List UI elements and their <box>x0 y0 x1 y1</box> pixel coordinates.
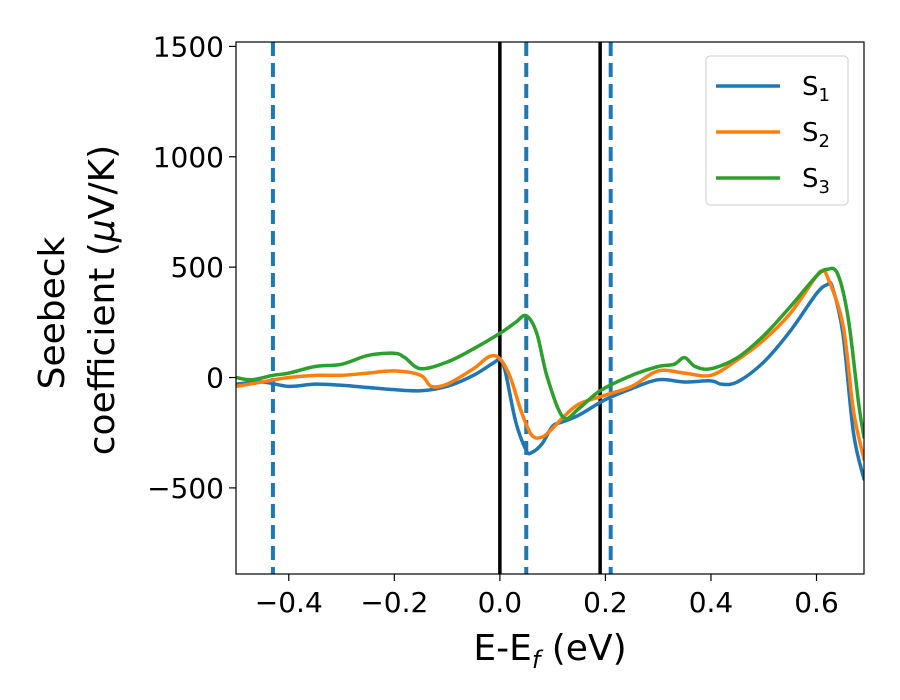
y-tick-label: −500 <box>147 472 224 505</box>
x-tick-label: 0.0 <box>478 586 523 619</box>
legend-label-sub: 3 <box>819 177 830 198</box>
y-axis-ticks: −500 0 500 1000 1500 <box>147 30 236 505</box>
y-tick-label: 1500 <box>153 30 224 63</box>
x-axis-title: E-Ef (eV) <box>473 628 626 674</box>
y-tick-label: 0 <box>206 362 224 395</box>
legend-label-s2: S2 <box>802 118 830 152</box>
y-axis-title-prefix: coefficient ( <box>82 242 123 455</box>
legend-label-s3: S3 <box>802 164 830 198</box>
x-tick-label: 0.4 <box>689 586 734 619</box>
y-tick-label: 500 <box>171 251 224 284</box>
y-axis-title-line1: Seebeck <box>32 236 73 389</box>
legend-label-sub: 1 <box>819 85 830 106</box>
legend-label-main: S <box>802 164 819 194</box>
vertical-reference-lines <box>270 42 613 574</box>
plot-frame <box>235 41 865 575</box>
y-axis-title: Seebeck coefficient (μV/K) <box>32 145 123 455</box>
legend-label-main: S <box>802 118 819 148</box>
x-tick-label: −0.2 <box>360 586 428 619</box>
y-axis-title-suffix: V/K) <box>82 145 123 219</box>
legend-label-s1: S1 <box>802 72 830 106</box>
x-axis-title-main: E-E <box>473 628 531 669</box>
series-line-s3 <box>236 266 864 439</box>
y-tick-label: 1000 <box>153 141 224 174</box>
y-axis-title-line2: coefficient (μV/K) <box>82 145 123 455</box>
y-axis-title-mu: μ <box>82 219 123 243</box>
legend-label-sub: 2 <box>819 131 830 152</box>
x-tick-label: −0.4 <box>255 586 323 619</box>
legend-label-main: S <box>802 72 819 102</box>
series-lines <box>236 266 864 481</box>
x-tick-label: 0.6 <box>794 586 839 619</box>
x-axis-title-unit: (eV) <box>540 628 626 669</box>
x-tick-label: 0.2 <box>583 586 628 619</box>
x-axis-ticks: −0.4 −0.2 0.0 0.2 0.4 0.6 <box>255 574 839 619</box>
